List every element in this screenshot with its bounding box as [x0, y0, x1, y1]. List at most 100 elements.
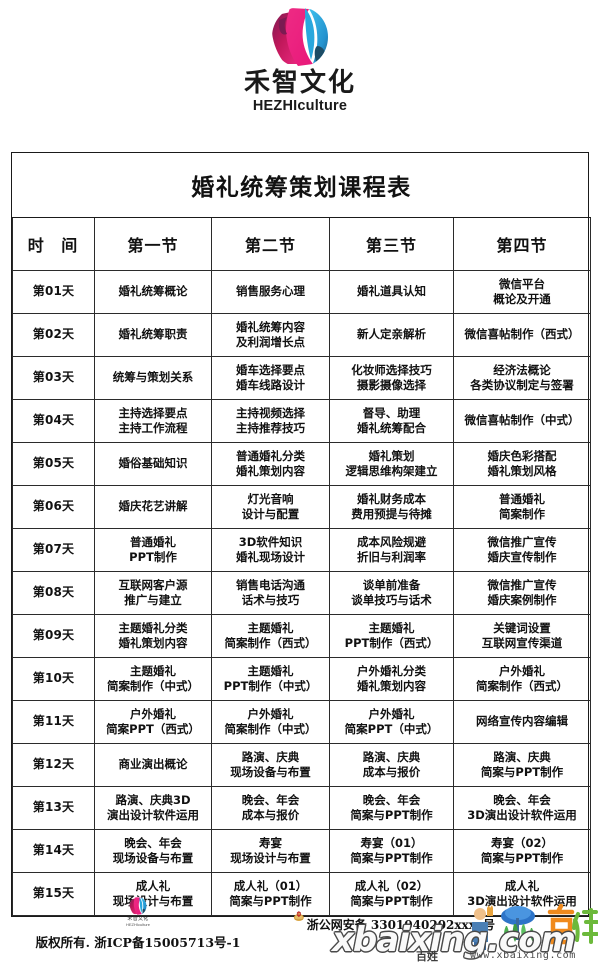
session-cell: 销售服务心理 [211, 270, 330, 314]
table-row: 第04天 主持选择要点 主持工作流程 主持视频选择 主持推荐技巧 督导、助理 婚礼统筹配合微… [12, 399, 592, 443]
police-badge-icon [293, 911, 304, 921]
session-cell: 寿宴 现场设计与布置 [211, 829, 330, 873]
cell-line: 主持选择要点 [118, 405, 188, 420]
cell-line: 户外婚礼分类 [357, 663, 426, 678]
cell-line: 谈单前准备 [362, 577, 421, 592]
cell-line: 简案与PPT制作 [350, 851, 433, 865]
session-cell: 婚俗基础知识 [94, 442, 212, 486]
cell-line: 寿宴（01） [360, 835, 423, 850]
cell-line: 3D演出设计软件运用 [467, 808, 577, 822]
session-cell: 婚礼统筹职责 [94, 313, 212, 357]
cell-line: 婚礼策划内容 [236, 464, 305, 478]
cell-line: 主题婚礼 [368, 620, 415, 635]
cell-line: 成人礼 [504, 878, 540, 893]
session-cell: 主题婚礼 PPT制作（西式） [329, 614, 454, 658]
day-cell: 第07天 [12, 528, 95, 572]
footer-copyright-block: 禾智文化 HEZHIculture 版权所有. 浙ICP备15005713号-1 [22, 895, 254, 951]
session-cell: 婚礼策划 逻辑思维构架建立 [329, 442, 454, 486]
cell-line: 成人礼（02） [354, 878, 429, 893]
day-cell: 第13天 [12, 786, 95, 830]
cell-line: 寿宴（02） [491, 835, 554, 850]
session-cell: 主持视频选择 主持推荐技巧 [211, 399, 330, 443]
table-row: 第09天 主题婚礼分类 婚礼策划内容 主题婚礼 简案制作（西式） 主题婚礼 PPT制作（西式… [12, 614, 592, 658]
cell-line: 主题婚礼 [130, 663, 176, 678]
cell-line: 成人礼 [135, 878, 171, 893]
session-cell: 商业演出概论 [94, 743, 212, 787]
day-cell: 第08天 [12, 571, 95, 615]
cell-line: 销售服务心理 [236, 284, 305, 299]
session-cell: 晚会、年会 现场设备与布置 [94, 829, 212, 873]
cell-line: 推广与建立 [124, 593, 182, 607]
cell-line: PPT制作（西式） [344, 636, 439, 650]
day-cell: 第06天 [12, 485, 95, 529]
cell-line: 简案制作（中式） [224, 722, 317, 736]
cell-line: 婚车线路设计 [236, 378, 305, 392]
cell-line: 婚礼现场设计 [236, 550, 305, 564]
session-cell: 婚车选择要点 婚车线路设计 [211, 356, 330, 400]
cell-line: 户外婚礼 [368, 706, 415, 721]
session-cell: 经济法概论 各类协议制定与签署 [452, 356, 592, 400]
cell-line: 销售电话沟通 [236, 577, 305, 592]
day-cell: 第11天 [12, 700, 95, 744]
column-header-time: 时 间 [12, 217, 95, 271]
session-cell: 婚礼统筹内容 及利润增长点 [211, 313, 330, 357]
cell-line: 及利润增长点 [236, 335, 305, 349]
cell-line: 3D软件知识 [238, 534, 303, 549]
footer-police-block[interactable]: 浙公网安备 3301040202xxxx号 [245, 897, 495, 935]
police-record-text: 浙公网安备 3301040202xxxx号 [306, 918, 495, 932]
table-row: 第11天 户外婚礼 简案PPT（西式） 户外婚礼 简案制作（中式） 户外婚礼 简案PPT（中… [12, 700, 592, 744]
cell-line: 关键词设置 [493, 620, 551, 635]
cell-line: 微信喜帖制作（中式） [464, 413, 580, 428]
table-row: 第06天 婚庆花艺讲解 灯光音响 设计与配置 婚礼财务成本 费用预提与待摊 普通婚礼 简案制作 [12, 485, 592, 529]
table-header-row: 时 间 第一节 第二节 第三节 第四节 [12, 217, 592, 271]
cell-line: 成本风险规避 [357, 534, 426, 549]
cell-line: 主持工作流程 [118, 421, 188, 435]
session-cell: 成人礼 3D演出设计软件运用 [452, 872, 592, 916]
table-row: 第02天 婚礼统筹职责 婚礼统筹内容 及利润增长点 新人定亲解析 微信喜帖制作（西式） [12, 313, 592, 357]
cell-line: 晚会、年会 [362, 792, 421, 807]
cell-line: 普通婚礼 [499, 491, 546, 506]
table-row: 第13天 路演、庆典3D 演出设计软件运用 晚会、年会 成本与报价 晚会、年会 简案与PPT… [12, 786, 592, 830]
session-cell: 灯光音响 设计与配置 [211, 485, 330, 529]
cell-line: 婚礼统筹配合 [357, 421, 426, 435]
cell-line: 婚礼财务成本 [357, 491, 426, 506]
session-cell: 3D软件知识 婚礼现场设计 [211, 528, 330, 572]
day-cell: 第02天 [12, 313, 95, 357]
session-cell: 路演、庆典3D 演出设计软件运用 [94, 786, 212, 830]
cell-line: 设计与配置 [241, 507, 300, 521]
page-footer: 禾智文化 HEZHIculture 版权所有. 浙ICP备15005713号-1… [0, 893, 600, 972]
session-cell: 路演、庆典 简案与PPT制作 [452, 743, 592, 787]
session-cell: 统筹与策划关系 [94, 356, 212, 400]
hezhi-swoosh-logo-icon [129, 896, 147, 916]
cell-line: 3D演出设计软件运用 [467, 894, 577, 908]
session-cell: 微信推广宣传 婚庆宣传制作 [452, 528, 592, 572]
footer-logo-name-en: HEZHIculture [125, 921, 150, 927]
cell-line: 演出设计软件运用 [107, 808, 199, 822]
session-cell: 普通婚礼分类 婚礼策划内容 [211, 442, 330, 486]
cell-line: 现场设备与布置 [112, 851, 194, 865]
table-row: 第15天 成人礼 现场设计与布置 成人礼（01） 简案与PPT制作 成人礼（02） 简案与P… [12, 872, 592, 916]
session-cell: 户外婚礼 简案制作（中式） [211, 700, 330, 744]
session-cell: 晚会、年会 3D演出设计软件运用 [452, 786, 592, 830]
cell-line: 婚庆宣传制作 [487, 550, 557, 564]
cell-line: 经济法概论 [493, 362, 551, 377]
cell-line: 摄影摄像选择 [357, 378, 426, 392]
session-cell: 微信喜帖制作（中式） [452, 399, 592, 443]
cell-line: PPT制作 [129, 550, 177, 564]
column-header-session-1: 第一节 [94, 217, 212, 271]
session-cell: 路演、庆典 现场设备与布置 [211, 743, 330, 787]
cell-line: 户外婚礼 [130, 706, 176, 721]
cell-line: 灯光音响 [247, 491, 294, 506]
session-cell: 成人礼 现场设计与布置 [94, 872, 212, 916]
cell-line: 婚礼道具认知 [357, 284, 426, 299]
cell-line: 简案制作（中式） [107, 679, 199, 693]
brand-header: 禾智文化 HEZHIculture [0, 0, 600, 114]
cell-line: 主持推荐技巧 [236, 421, 305, 435]
session-cell: 主题婚礼 简案制作（西式） [211, 614, 330, 658]
cell-line: 逻辑思维构架建立 [345, 464, 438, 478]
session-cell: 婚庆色彩搭配 婚礼策划风格 [452, 442, 592, 486]
table-row: 第07天 普通婚礼 PPT制作 3D软件知识 婚礼现场设计 成本风险规避 折旧与利润率 微信推… [12, 528, 592, 572]
session-cell: 成本风险规避 折旧与利润率 [329, 528, 454, 572]
cell-line: 微信推广宣传 [487, 534, 557, 549]
column-header-session-3: 第三节 [329, 217, 454, 271]
